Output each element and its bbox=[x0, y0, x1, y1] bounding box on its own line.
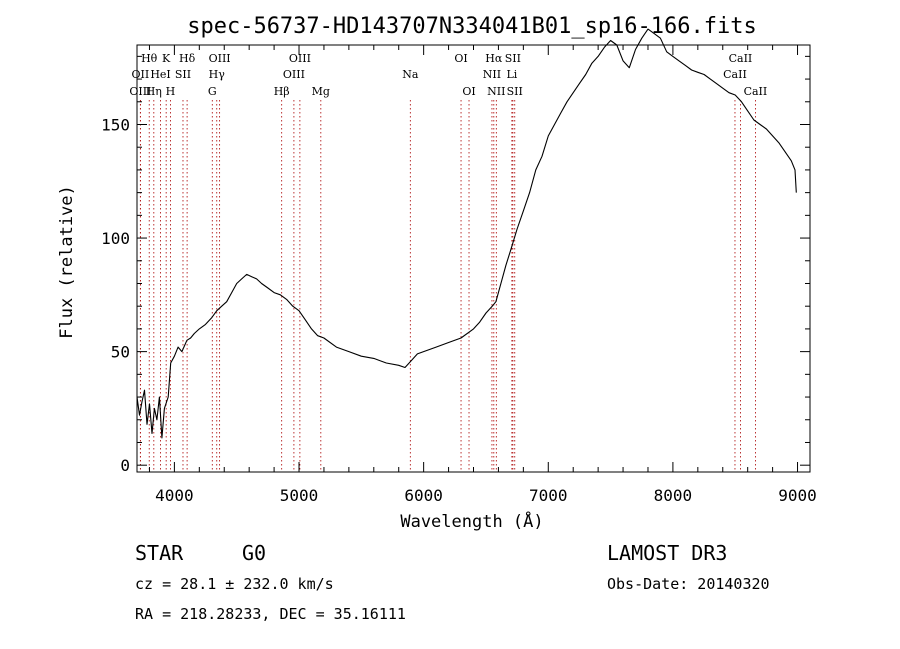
x-tick-label: 5000 bbox=[280, 486, 319, 505]
line-marker-label-14: OIII bbox=[289, 52, 311, 65]
line-marker-label-3: Hη bbox=[146, 85, 162, 98]
survey-name: LAMOST DR3 bbox=[607, 541, 727, 565]
x-axis-label: Wavelength (Å) bbox=[400, 510, 543, 532]
line-marker-label-1: OII bbox=[132, 68, 150, 81]
line-marker-label-15: Mg bbox=[312, 85, 330, 98]
object-class: STAR bbox=[135, 541, 184, 565]
line-marker-label-19: NII bbox=[483, 68, 501, 81]
line-marker-label-2: OIII bbox=[129, 85, 151, 98]
y-tick-label: 0 bbox=[120, 456, 130, 475]
line-marker-label-13: OIII bbox=[283, 68, 305, 81]
x-tick-label: 4000 bbox=[155, 486, 194, 505]
spectrum-series-line bbox=[136, 28, 797, 439]
x-tick-label: 9000 bbox=[778, 486, 817, 505]
line-marker-label-7: SII bbox=[175, 68, 191, 81]
y-tick-label: 50 bbox=[111, 343, 130, 362]
line-marker-label-24: SII bbox=[507, 85, 523, 98]
x-tick-label: 6000 bbox=[404, 486, 443, 505]
line-marker-label-0: Hθ bbox=[141, 52, 158, 65]
x-tick-label: 7000 bbox=[529, 486, 568, 505]
line-marker-label-17: OI bbox=[454, 52, 467, 65]
emission-line-markers bbox=[139, 100, 756, 472]
line-marker-label-21: NII bbox=[487, 85, 505, 98]
object-subclass: G0 bbox=[242, 541, 266, 565]
line-marker-label-26: CaII bbox=[729, 52, 753, 65]
line-marker-label-27: CaII bbox=[744, 85, 768, 98]
y-axis-label: Flux (relative) bbox=[57, 185, 77, 339]
y-tick-label: 150 bbox=[101, 115, 130, 134]
line-marker-label-25: CaII bbox=[723, 68, 747, 81]
line-marker-label-6: H bbox=[166, 85, 176, 98]
y-axis-ticks: 0 50 100 150 bbox=[101, 55, 810, 475]
x-axis-ticks: 4000 5000 6000 7000 8000 9000 bbox=[148, 45, 817, 505]
sky-coordinates: RA = 218.28233, DEC = 35.16111 bbox=[135, 605, 406, 623]
line-marker-label-18: OI bbox=[462, 85, 475, 98]
line-marker-label-11: G bbox=[208, 85, 217, 98]
line-marker-label-16: Na bbox=[402, 68, 419, 81]
line-marker-label-12: Hβ bbox=[274, 85, 290, 98]
line-marker-label-9: OIII bbox=[209, 52, 231, 65]
line-marker-label-10: Hγ bbox=[209, 68, 226, 81]
plot-frame bbox=[136, 44, 811, 473]
line-marker-label-20: Hα bbox=[485, 52, 503, 65]
line-marker-label-5: K bbox=[162, 52, 171, 65]
line-marker-label-4: HeI bbox=[150, 68, 170, 81]
line-marker-label-22: SII bbox=[505, 52, 521, 65]
line-marker-label-8: Hδ bbox=[179, 52, 196, 65]
redshift-readout: cz = 28.1 ± 232.0 km/s bbox=[135, 575, 334, 593]
y-tick-label: 100 bbox=[101, 229, 130, 248]
observation-date: Obs-Date: 20140320 bbox=[607, 575, 770, 593]
x-tick-label: 8000 bbox=[654, 486, 693, 505]
line-marker-label-23: Li bbox=[506, 68, 517, 81]
chart-title: spec-56737-HD143707N334041B01_sp16-166.f… bbox=[187, 14, 757, 39]
